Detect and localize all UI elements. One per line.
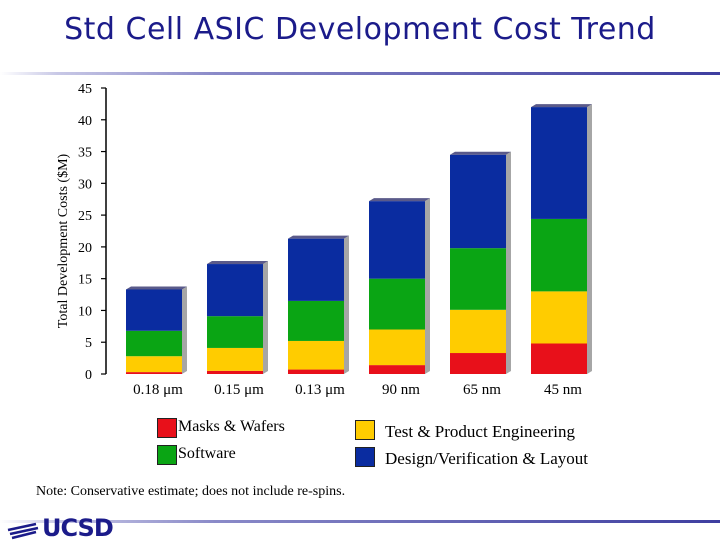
legend-swatch-software [157, 445, 177, 465]
legend-swatch-masks [157, 418, 177, 438]
bar-side-face [506, 151, 511, 374]
bar-top-face [207, 261, 268, 265]
bar-segment [207, 316, 263, 348]
x-tick-label: 45 nm [544, 382, 582, 398]
legend-swatch-test [355, 420, 375, 440]
bar-segment [369, 365, 425, 374]
stacked-bar-chart: 0 5 10 15 20 25 30 35 40 45 Total Development Cost… [56, 82, 592, 398]
bar-segment [531, 218, 587, 292]
bar-segment [126, 372, 182, 374]
bar-side-face [182, 286, 187, 374]
bar-segment [450, 309, 506, 354]
y-tick-label: 5 [85, 336, 92, 351]
bar-segment [369, 278, 425, 330]
title-divider [0, 72, 720, 75]
y-tick-label: 0 [85, 368, 92, 383]
y-tick-label: 20 [78, 241, 92, 256]
bar-segment [288, 238, 344, 301]
bar-top-face [126, 286, 187, 290]
y-tick-label: 35 [78, 146, 92, 161]
bar-segment [369, 201, 425, 279]
y-tick-label: 40 [78, 114, 92, 129]
bar-segment [450, 353, 506, 374]
legend-swatch-design [355, 447, 375, 467]
bar-segment [531, 343, 587, 374]
bar-side-face [344, 235, 349, 374]
y-tick-label: 25 [78, 209, 92, 224]
bar-top-face [288, 235, 349, 239]
bar-side-face [263, 261, 268, 374]
x-tick-label: 0.18 μm [133, 382, 183, 398]
bar-segment [288, 340, 344, 370]
bar-segment [207, 370, 263, 374]
bar-segment [126, 330, 182, 357]
bar-segment [126, 289, 182, 331]
footer-divider [0, 520, 720, 523]
bar-segment [369, 329, 425, 366]
x-tick-label: 0.13 μm [295, 382, 345, 398]
logo-text: UCSD [42, 514, 114, 542]
bar-segment [288, 369, 344, 374]
bar-side-face [425, 198, 430, 374]
y-tick-label: 15 [78, 273, 92, 288]
bar-segment [531, 291, 587, 344]
bar-segment [450, 248, 506, 310]
trident-icon [7, 522, 39, 540]
y-axis-label: Total Development Costs ($M) [56, 153, 71, 328]
bar-segment [288, 300, 344, 341]
legend-label-design: Design/Verification & Layout [385, 449, 589, 468]
y-tick-label: 30 [78, 177, 92, 192]
bar-top-face [369, 198, 430, 202]
y-tick-label: 10 [78, 304, 92, 319]
bar-top-face [531, 104, 592, 108]
legend-label-test: Test & Product Engineering [385, 422, 576, 441]
bar-segment [450, 154, 506, 249]
x-tick-label: 90 nm [382, 382, 420, 398]
bar-segment [531, 107, 587, 219]
x-tick-label: 0.15 μm [214, 382, 264, 398]
ucsd-logo: UCSD [6, 514, 116, 542]
x-tick-label: 65 nm [463, 382, 501, 398]
legend-label-software: Software [178, 445, 236, 462]
footnote: Note: Conservative estimate; does not in… [36, 484, 346, 499]
bar-side-face [587, 104, 592, 375]
y-tick-label: 45 [78, 82, 92, 97]
bar-segment [126, 356, 182, 373]
bar-top-face [450, 151, 511, 155]
page-title: Std Cell ASIC Development Cost Trend [64, 12, 656, 47]
bar-segment [207, 264, 263, 317]
legend-label-masks: Masks & Wafers [178, 418, 285, 435]
bar-segment [207, 347, 263, 371]
